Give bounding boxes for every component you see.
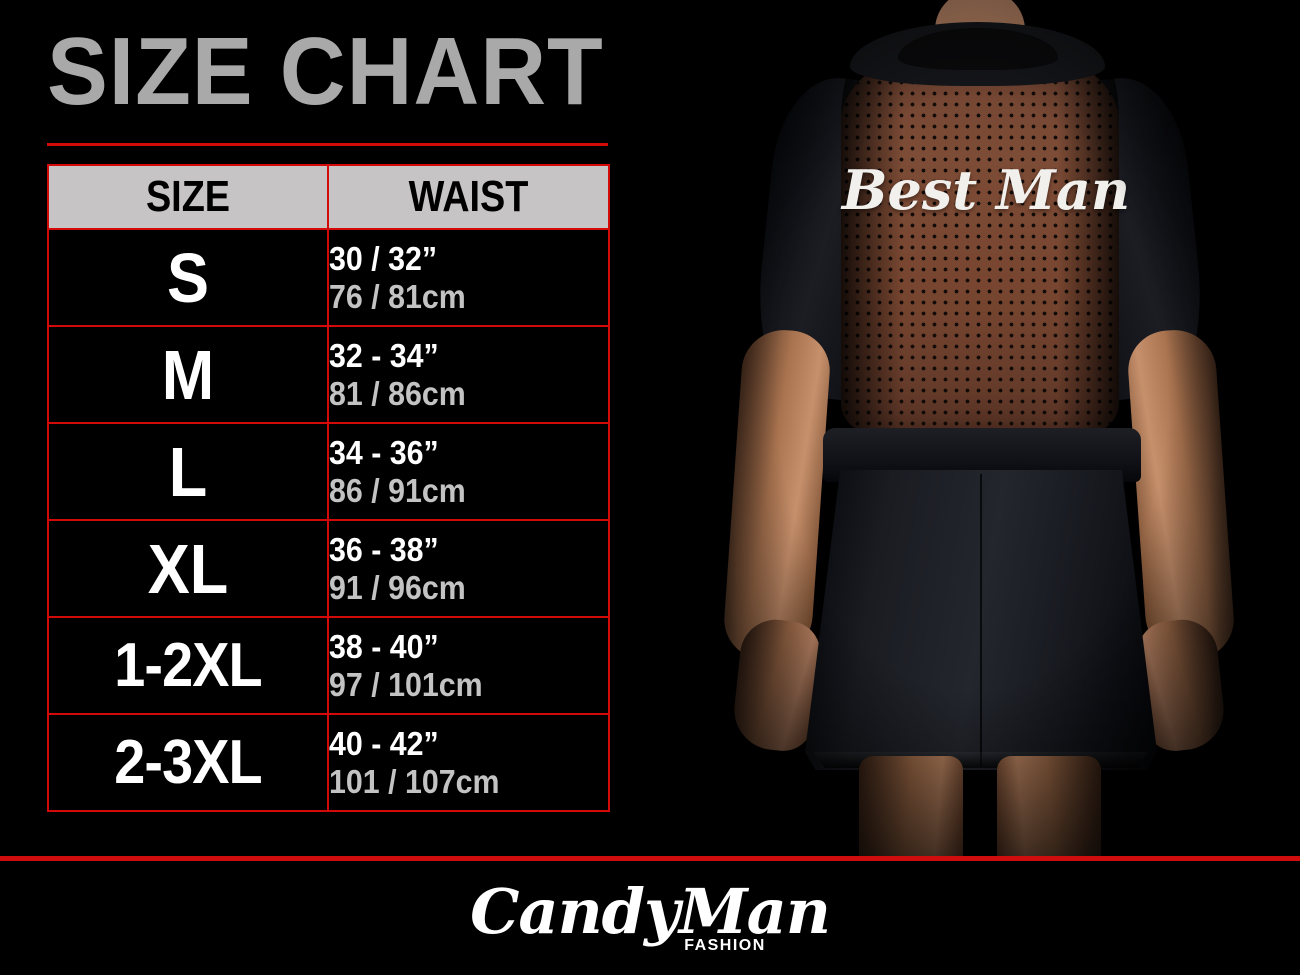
- garment-graphic-text: Best Man: [841, 158, 1131, 222]
- waist-cell: 32 - 34” 81 / 86cm: [327, 325, 610, 424]
- waist-inches: 32 - 34”: [329, 336, 439, 374]
- waist-inches: 36 - 38”: [329, 530, 439, 568]
- brand-logo: CandyMan FASHION: [0, 866, 1300, 975]
- mesh-shadow-left: [841, 44, 903, 434]
- waist-centimeters: 97 / 101cm: [329, 665, 483, 703]
- waist-inches: 30 / 32”: [329, 239, 438, 277]
- size-value: M: [161, 335, 215, 414]
- waist-cell: 34 - 36” 86 / 91cm: [327, 422, 610, 521]
- waist-inches: 38 - 40”: [329, 627, 439, 665]
- model-leg-left: [859, 756, 963, 856]
- size-cell: 2-3XL: [47, 713, 329, 812]
- model-arm-right: [1125, 327, 1237, 663]
- size-cell: S: [47, 228, 329, 327]
- table-row: XL 36 - 38” 91 / 96cm: [47, 519, 610, 618]
- size-cell: M: [47, 325, 329, 424]
- brand-name: CandyMan: [470, 874, 831, 948]
- mesh-shadow-right: [1057, 44, 1119, 434]
- column-header-waist: WAIST: [327, 164, 610, 230]
- table-header: SIZE WAIST: [47, 164, 610, 230]
- size-chart-panel: SIZE CHART SIZE WAIST: [0, 0, 645, 975]
- size-value: XL: [147, 529, 229, 608]
- product-photo: Best Man: [645, 0, 1300, 856]
- waist-centimeters: 101 / 107cm: [329, 762, 500, 800]
- size-chart-table: SIZE WAIST S 30 / 32” 76 / 81cm: [47, 164, 610, 812]
- title-divider: [47, 143, 608, 146]
- waist-cell: 38 - 40” 97 / 101cm: [327, 616, 610, 715]
- column-header-size: SIZE: [47, 164, 329, 230]
- column-header-size-label: SIZE: [145, 172, 231, 221]
- waist-centimeters: 81 / 86cm: [329, 374, 466, 412]
- table-row: 1-2XL 38 - 40” 97 / 101cm: [47, 616, 610, 715]
- size-cell: XL: [47, 519, 329, 618]
- size-value: 1-2XL: [114, 630, 262, 700]
- waist-cell: 40 - 42” 101 / 107cm: [327, 713, 610, 812]
- size-cell: 1-2XL: [47, 616, 329, 715]
- model-leg-right: [997, 756, 1101, 856]
- size-cell: L: [47, 422, 329, 521]
- footer-divider: [0, 856, 1300, 861]
- waist-inches: 40 - 42”: [329, 724, 439, 762]
- table-row: 2-3XL 40 - 42” 101 / 107cm: [47, 713, 610, 812]
- page-title: SIZE CHART: [47, 18, 604, 125]
- table-row: M 32 - 34” 81 / 86cm: [47, 325, 610, 424]
- size-value: S: [166, 238, 210, 317]
- brand-logo-inner: CandyMan FASHION: [470, 871, 831, 971]
- waist-cell: 30 / 32” 76 / 81cm: [327, 228, 610, 327]
- garment-skirt-seam: [980, 474, 982, 766]
- waist-inches: 34 - 36”: [329, 433, 439, 471]
- table-body: S 30 / 32” 76 / 81cm M 32 - 34” 81 / 86c…: [47, 228, 610, 812]
- table-row: S 30 / 32” 76 / 81cm: [47, 228, 610, 327]
- table-header-row: SIZE WAIST: [47, 164, 610, 230]
- waist-centimeters: 86 / 91cm: [329, 471, 466, 509]
- brand-tagline: FASHION: [684, 936, 766, 954]
- column-header-waist-label: WAIST: [408, 172, 529, 221]
- waist-cell: 36 - 38” 91 / 96cm: [327, 519, 610, 618]
- model-arm-left: [721, 327, 833, 663]
- size-value: 2-3XL: [114, 727, 262, 797]
- table-row: L 34 - 36” 86 / 91cm: [47, 422, 610, 521]
- waist-centimeters: 76 / 81cm: [329, 277, 466, 315]
- size-value: L: [168, 432, 208, 511]
- waist-centimeters: 91 / 96cm: [329, 568, 466, 606]
